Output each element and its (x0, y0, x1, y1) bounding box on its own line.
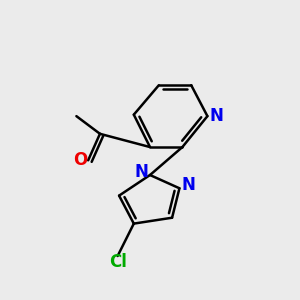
Text: O: O (73, 151, 87, 169)
Text: N: N (182, 176, 196, 194)
Text: N: N (134, 163, 148, 181)
Text: N: N (209, 107, 223, 125)
Text: Cl: Cl (109, 253, 127, 271)
